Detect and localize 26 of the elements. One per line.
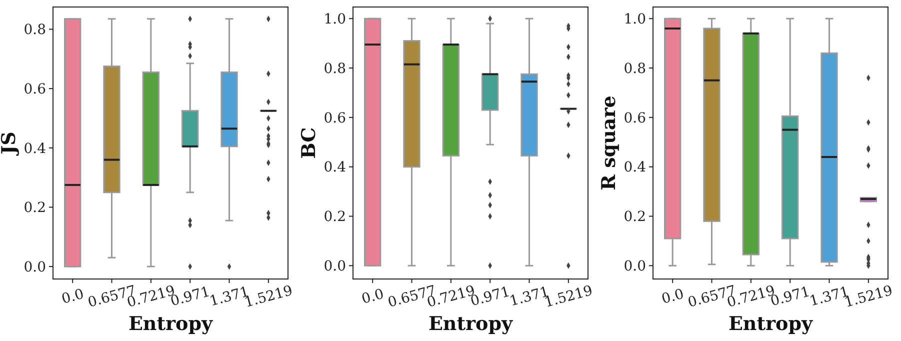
x-axis-title: Entropy <box>728 313 814 335</box>
y-tick-label: 0.6 <box>624 110 646 126</box>
y-tick-label: 0.0 <box>24 259 46 276</box>
y-tick-label: 0.0 <box>324 258 346 275</box>
y-tick-label: 0.2 <box>324 209 346 226</box>
y-tick-label: 0.2 <box>624 209 646 226</box>
y-axis-title: JS <box>0 132 20 156</box>
x-tick-label: 0.0 <box>660 286 686 308</box>
x-tick-label: 0.0 <box>360 286 386 308</box>
y-tick-label: 0.0 <box>624 258 646 275</box>
x-axis-title: Entropy <box>428 313 514 335</box>
x-tick-label: 0.0 <box>60 286 86 308</box>
y-tick-label: 0.6 <box>24 81 46 98</box>
y-tick-label: 1.0 <box>324 12 346 28</box>
y-tick-label: 0.4 <box>624 160 646 176</box>
y-tick-label: 0.4 <box>24 140 46 157</box>
y-tick-label: 0.8 <box>624 60 646 77</box>
y-axis-title: BC <box>298 127 320 159</box>
y-tick-label: 1.0 <box>624 12 646 28</box>
y-tick-label: 0.8 <box>24 22 46 38</box>
y-axis-title: R square <box>598 96 620 190</box>
y-tick-label: 0.4 <box>324 160 346 176</box>
y-tick-label: 0.8 <box>324 60 346 77</box>
x-axis-title: Entropy <box>128 313 214 335</box>
y-tick-label: 0.6 <box>324 110 346 126</box>
y-tick-label: 0.2 <box>24 200 46 216</box>
